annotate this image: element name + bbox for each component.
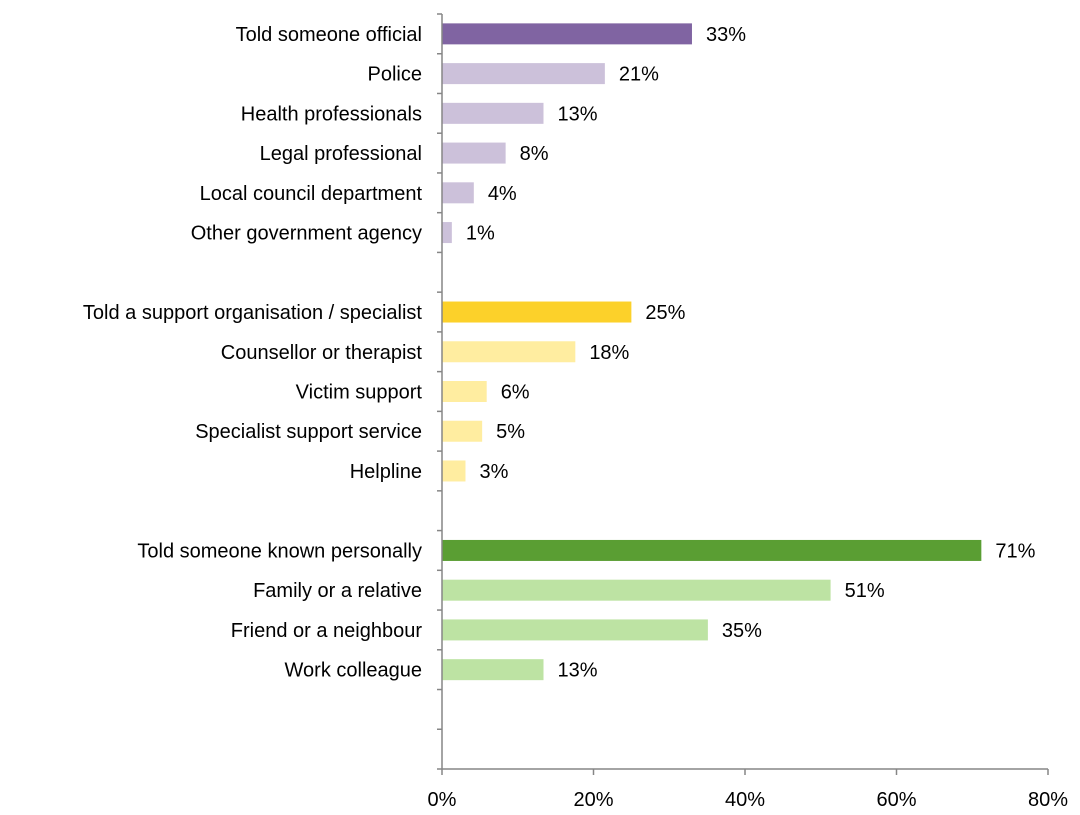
data-label: 51% bbox=[845, 580, 885, 602]
bar bbox=[442, 222, 452, 244]
bar bbox=[442, 460, 466, 482]
category-label: Told a support organisation / specialist bbox=[83, 302, 423, 324]
data-label: 13% bbox=[558, 103, 598, 125]
data-label: 13% bbox=[558, 660, 598, 682]
bar bbox=[442, 63, 605, 85]
category-label: Police bbox=[368, 64, 422, 86]
category-label: Told someone known personally bbox=[137, 540, 422, 562]
bar bbox=[442, 381, 487, 402]
data-label: 35% bbox=[722, 620, 762, 642]
bar bbox=[442, 102, 544, 124]
category-label: Local council department bbox=[200, 183, 423, 205]
category-label: Legal professional bbox=[260, 143, 422, 165]
x-tick-label: 80% bbox=[1028, 789, 1068, 811]
bar bbox=[442, 341, 576, 363]
category-label: Told someone official bbox=[236, 24, 422, 46]
x-tick-label: 20% bbox=[573, 789, 613, 811]
category-label: Helpline bbox=[350, 461, 422, 483]
axes bbox=[437, 13, 1049, 775]
data-label: 18% bbox=[589, 342, 629, 364]
bars-layer bbox=[442, 23, 982, 681]
category-label: Friend or a neighbour bbox=[231, 620, 423, 642]
x-tick-label: 40% bbox=[725, 789, 765, 811]
labels-layer: Told someone official 33% Police 21% Health … bbox=[83, 24, 1068, 811]
data-label: 33% bbox=[706, 24, 746, 46]
data-label: 4% bbox=[488, 183, 517, 205]
data-label: 6% bbox=[501, 382, 530, 404]
bar bbox=[442, 619, 708, 641]
category-label: Family or a relative bbox=[253, 580, 422, 602]
x-tick-label: 0% bbox=[428, 789, 457, 811]
category-label: Health professionals bbox=[241, 103, 422, 125]
bar bbox=[442, 659, 544, 681]
category-label: Work colleague bbox=[285, 660, 422, 682]
bar bbox=[442, 579, 831, 601]
bar bbox=[442, 182, 474, 204]
x-tick-label: 60% bbox=[876, 789, 916, 811]
bar bbox=[442, 23, 692, 45]
data-label: 71% bbox=[995, 540, 1035, 562]
category-label: Counsellor or therapist bbox=[221, 342, 423, 364]
data-label: 25% bbox=[645, 302, 685, 324]
bar bbox=[442, 142, 506, 164]
data-label: 21% bbox=[619, 64, 659, 86]
data-label: 8% bbox=[520, 143, 549, 165]
category-label: Victim support bbox=[296, 382, 423, 404]
category-label: Specialist support service bbox=[195, 421, 422, 443]
data-label: 3% bbox=[479, 461, 508, 483]
data-label: 1% bbox=[466, 223, 495, 245]
data-label: 5% bbox=[496, 421, 525, 443]
category-label: Other government agency bbox=[191, 223, 422, 245]
bar bbox=[442, 420, 483, 442]
bar bbox=[442, 301, 632, 323]
bar bbox=[442, 539, 982, 561]
